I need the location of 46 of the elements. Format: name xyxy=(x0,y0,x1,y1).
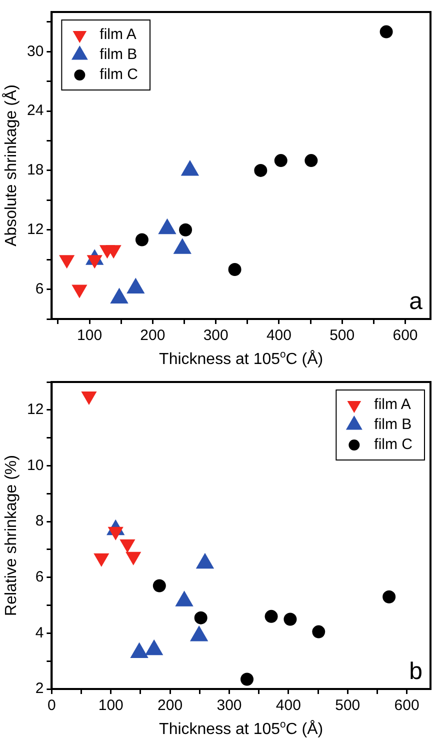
legend-label: film B xyxy=(100,46,138,64)
point xyxy=(94,553,109,566)
y-tick-label: 10 xyxy=(26,456,44,474)
x-tick-label: 400 xyxy=(266,327,292,344)
y-tick-label: 6 xyxy=(35,568,44,586)
y-axis-title: Relative shrinkage (%) xyxy=(3,455,20,616)
point xyxy=(382,590,396,604)
point xyxy=(108,526,124,540)
point xyxy=(194,611,208,624)
x-tick-label: 500 xyxy=(330,327,355,344)
x-tick-label: 0 xyxy=(48,697,56,714)
y-tick-label: 18 xyxy=(26,162,44,179)
x-tick-label: 600 xyxy=(394,697,420,714)
y-tick-label: 2 xyxy=(35,680,44,698)
y-axis-title: Absolute shrinkage (Å) xyxy=(2,84,20,246)
y-tick-label: 4 xyxy=(35,624,44,642)
x-tick-label: 300 xyxy=(216,697,242,714)
y-tick-label: 30 xyxy=(26,42,44,60)
x-tick-label: 200 xyxy=(140,327,166,344)
annotation: b xyxy=(409,658,422,685)
point xyxy=(152,579,166,592)
x-tick-label: 400 xyxy=(276,697,301,714)
legend-label: film B xyxy=(374,416,412,434)
legend-label: film C xyxy=(374,436,413,454)
point xyxy=(126,552,141,565)
x-tick-label: 300 xyxy=(203,327,228,344)
y-tick-label: 12 xyxy=(26,401,44,418)
legend-label: film A xyxy=(374,396,411,414)
x-tick-label: 100 xyxy=(98,697,124,714)
point xyxy=(284,612,297,626)
y-tick-label: 24 xyxy=(26,102,44,120)
x-tick-label: 500 xyxy=(335,697,360,714)
legend-label: film C xyxy=(100,66,138,84)
x-tick-label: 100 xyxy=(77,327,102,344)
point xyxy=(120,539,135,552)
legend-label: film A xyxy=(100,26,136,44)
point xyxy=(240,672,254,686)
point xyxy=(82,391,96,404)
y-tick-label: 8 xyxy=(35,512,44,530)
point xyxy=(312,625,326,638)
x-tick-label: 200 xyxy=(158,697,183,714)
point xyxy=(264,610,278,623)
y-tick-label: 6 xyxy=(35,280,44,298)
x-tick-label: 600 xyxy=(392,327,418,344)
y-tick-label: 12 xyxy=(26,221,44,238)
annotation: a xyxy=(409,288,424,315)
